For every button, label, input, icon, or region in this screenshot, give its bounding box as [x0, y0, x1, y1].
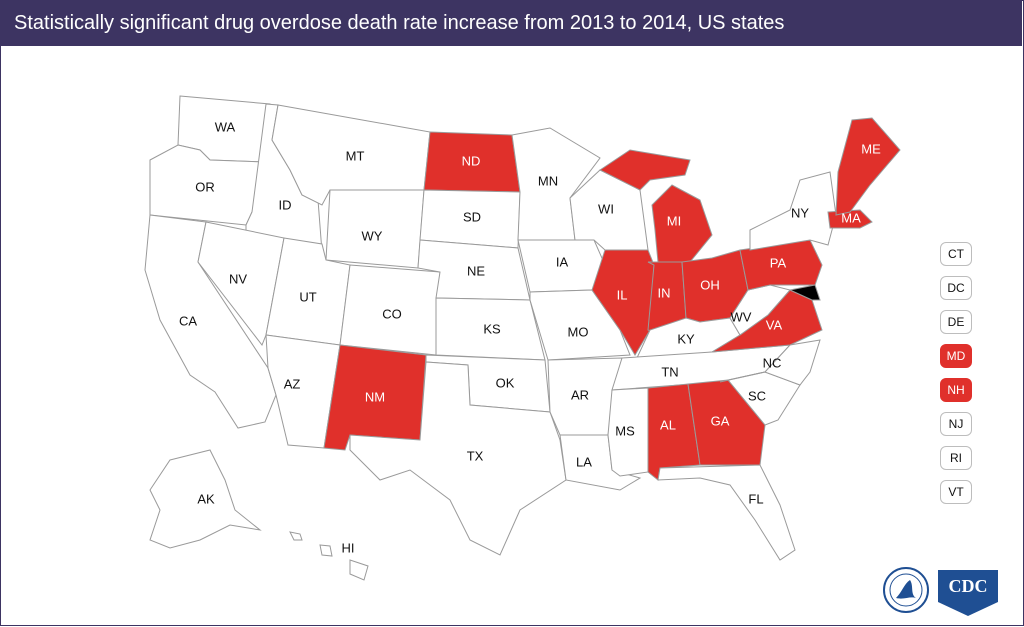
label-MT: MT [346, 148, 365, 163]
label-NV: NV [229, 271, 247, 286]
state-ME[interactable] [835, 117, 901, 216]
label-NE: NE [467, 263, 485, 278]
state-GA[interactable] [687, 379, 766, 466]
legend-pill-MD[interactable]: MD [940, 344, 972, 368]
label-OR: OR [195, 179, 215, 194]
label-GA: GA [711, 413, 730, 428]
label-WY: WY [362, 228, 383, 243]
label-ME: ME [861, 141, 881, 156]
label-LA: LA [576, 454, 592, 469]
label-MA: MA [841, 210, 861, 225]
label-MS: MS [615, 423, 635, 438]
map-title: Statistically significant drug overdose … [14, 12, 785, 34]
legend-pill-VT[interactable]: VT [940, 480, 972, 504]
label-KS: KS [483, 321, 501, 336]
label-AR: AR [571, 387, 589, 402]
label-UT: UT [299, 289, 316, 304]
state-MD[interactable] [788, 284, 821, 301]
label-MI: MI [667, 213, 681, 228]
state-NV[interactable] [197, 221, 285, 346]
state-MI[interactable] [599, 149, 713, 263]
label-AK: AK [197, 491, 215, 506]
title-bar: Statistically significant drug overdose … [0, 0, 1022, 46]
label-MO: MO [568, 324, 589, 339]
label-ID: ID [279, 197, 292, 212]
legend-pill-NJ[interactable]: NJ [940, 412, 972, 436]
label-NC: NC [763, 355, 782, 370]
cdc-logo-text: CDC [949, 576, 988, 596]
label-WI: WI [598, 201, 614, 216]
state-HI[interactable] [289, 531, 369, 581]
label-CO: CO [382, 306, 402, 321]
legend-pill-CT[interactable]: CT [940, 242, 972, 266]
label-AL: AL [660, 417, 676, 432]
label-ND: ND [462, 153, 481, 168]
label-PA: PA [770, 255, 787, 270]
label-TN: TN [661, 364, 678, 379]
us-map: WA OR CA ID NV MT WY UT AZ CO NM ND SD N… [144, 95, 901, 581]
logos: CDC [880, 562, 1010, 622]
label-HI: HI [342, 540, 355, 555]
legend-pill-DC[interactable]: DC [940, 276, 972, 300]
label-IN: IN [658, 285, 671, 300]
label-IA: IA [556, 254, 569, 269]
label-FL: FL [748, 491, 763, 506]
legend-pill-NH[interactable]: NH [940, 378, 972, 402]
label-SD: SD [463, 209, 481, 224]
state-AK[interactable] [149, 449, 262, 549]
label-VA: VA [766, 317, 783, 332]
legend-pill-DE[interactable]: DE [940, 310, 972, 334]
label-KY: KY [677, 331, 695, 346]
legend-pill-RI[interactable]: RI [940, 446, 972, 470]
label-AZ: AZ [284, 376, 301, 391]
state-TX[interactable] [349, 361, 567, 556]
label-CA: CA [179, 313, 197, 328]
hhs-seal-icon [883, 567, 929, 613]
label-IL: IL [617, 287, 628, 302]
label-SC: SC [748, 388, 766, 403]
state-FL[interactable] [657, 464, 796, 561]
state-IL[interactable] [591, 249, 655, 356]
label-WV: WV [731, 309, 752, 324]
label-NY: NY [791, 205, 809, 220]
label-NM: NM [365, 389, 385, 404]
label-OK: OK [496, 375, 515, 390]
label-MN: MN [538, 173, 558, 188]
state-NC[interactable] [719, 339, 821, 386]
label-WA: WA [215, 119, 236, 134]
label-TX: TX [467, 448, 484, 463]
cdc-logo-icon: CDC [938, 570, 998, 616]
label-OH: OH [700, 277, 720, 292]
